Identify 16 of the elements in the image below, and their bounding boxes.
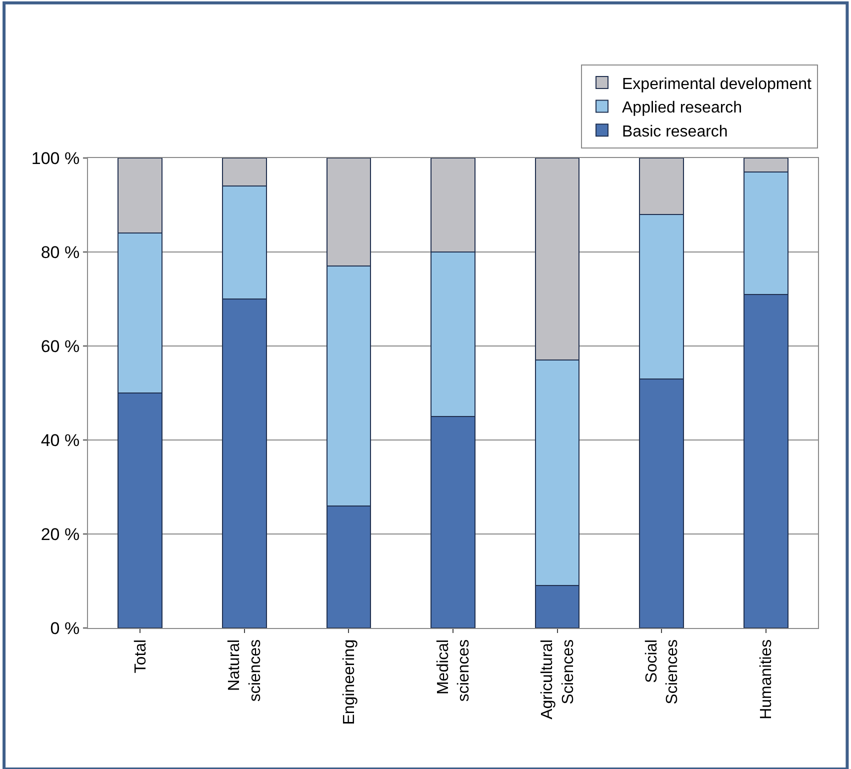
x-tick-label: Medical sciences	[434, 639, 473, 702]
y-tick-label: 80 %	[40, 242, 80, 262]
legend-label: Applied research	[622, 100, 742, 117]
x-tick-label: Agricultural Sciences	[539, 639, 577, 720]
y-tick-label: 40 %	[40, 430, 80, 450]
x-tick-label: Humanities	[758, 639, 776, 720]
legend-label: Experimental development	[622, 76, 812, 93]
x-tick-label: Social Sciences	[643, 639, 682, 704]
y-tick-label: 60 %	[40, 336, 80, 356]
y-tick-label: 0 %	[50, 618, 80, 638]
y-tick-label: 20 %	[40, 524, 80, 544]
legend-label: Basic research	[622, 123, 728, 140]
x-tick-label: Engineering	[340, 639, 358, 725]
x-tick-label: Natural sciences	[226, 639, 264, 702]
y-tick-label: 100 %	[31, 148, 80, 168]
x-tick-label: Total	[132, 639, 150, 674]
